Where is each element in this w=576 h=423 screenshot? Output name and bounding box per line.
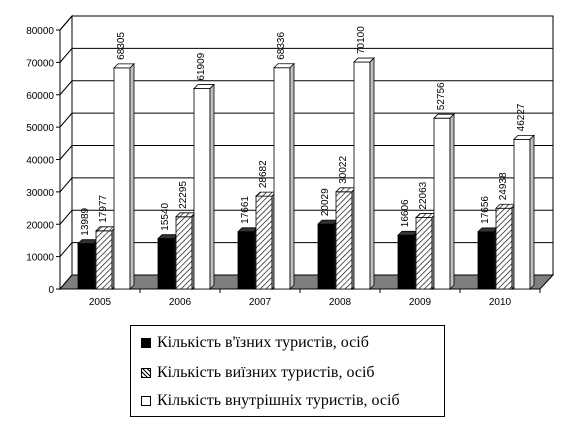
y-tick-label: 50000	[26, 123, 54, 134]
data-label: 68336	[276, 32, 287, 60]
legend-item-domestic: Кількість внутрішніх туристів, осіб	[141, 390, 400, 412]
data-label: 70100	[356, 26, 367, 54]
bar-arrivals	[317, 219, 339, 290]
bar-arrivals-front	[477, 231, 495, 290]
bar-domestic-front	[513, 138, 531, 290]
bar-arrivals	[157, 233, 179, 290]
x-tick-label: 2005	[89, 297, 112, 308]
gridlines	[59, 15, 553, 257]
bar-domestic-front	[273, 67, 291, 290]
data-label: 24938	[498, 172, 509, 200]
data-label: 28682	[258, 160, 269, 188]
bars	[77, 57, 535, 290]
y-tick-label: 10000	[26, 253, 54, 264]
data-label: 17656	[480, 196, 491, 224]
bar-departures	[255, 191, 277, 290]
bar-departures-front	[415, 217, 433, 290]
y-tick-label: 70000	[26, 58, 54, 69]
bar-arrivals	[397, 230, 419, 290]
data-label: 52756	[436, 82, 447, 110]
legend-swatch-black	[141, 338, 151, 348]
legend-label: Кількість в'їзних туристів, осіб	[157, 334, 369, 351]
gridline	[59, 80, 553, 96]
bar-departures	[175, 211, 197, 290]
bar-domestic	[273, 62, 295, 290]
bar-departures-front	[175, 216, 193, 290]
bar-arrivals	[237, 226, 259, 290]
data-label: 61909	[196, 52, 207, 80]
bar-domestic-side	[529, 134, 535, 290]
bar-arrivals	[77, 238, 99, 290]
data-label: 15540	[160, 202, 171, 230]
data-label: 46227	[516, 103, 527, 131]
bar-arrivals-front	[237, 231, 255, 290]
data-label: 22295	[178, 181, 189, 209]
bar-departures	[95, 225, 117, 290]
bar-chart: 0 10000 20000 30000 40000 50000 60000 70000 8000…	[26, 14, 555, 308]
bar-domestic-front	[433, 117, 451, 290]
legend-item-arrivals: Кількість в'їзних туристів, осіб	[141, 332, 369, 354]
x-tick-label: 2008	[329, 297, 352, 308]
legend: Кількість в'їзних туристів, осіб Кількіс…	[130, 325, 445, 417]
bar-arrivals	[477, 226, 499, 290]
y-tick-label: 60000	[26, 91, 54, 102]
data-label: 13989	[80, 207, 91, 235]
y-tick-label: 40000	[26, 156, 54, 167]
bar-arrivals-front	[77, 243, 95, 290]
bar-departures	[335, 186, 357, 290]
bar-domestic-side	[289, 62, 295, 290]
bar-departures-front	[335, 191, 353, 290]
data-labels: 13989 17977 68305 15540 22295 61909 17661 28682…	[80, 26, 527, 236]
bar-domestic	[513, 134, 535, 290]
x-tick-label: 2010	[489, 297, 512, 308]
bar-departures-front	[495, 207, 513, 290]
data-label: 68305	[116, 32, 127, 60]
bar-domestic-side	[449, 113, 455, 290]
legend-swatch-white	[141, 396, 151, 406]
bar-domestic-front	[353, 61, 371, 290]
y-tick-label: 30000	[26, 188, 54, 199]
bar-domestic	[433, 113, 455, 290]
data-label: 22063	[418, 181, 429, 209]
x-tick-label: 2007	[249, 297, 272, 308]
gridline	[59, 145, 553, 160]
y-tick-label: 20000	[26, 220, 54, 231]
bar-arrivals-front	[157, 238, 175, 290]
legend-item-departures: Кількість виїзних туристів, осіб	[141, 362, 375, 384]
gridline	[59, 112, 553, 128]
bar-arrivals-front	[317, 223, 335, 290]
x-tick-label: 2009	[409, 297, 432, 308]
x-tick-label: 2006	[169, 297, 192, 308]
gridline	[59, 47, 553, 63]
gridline	[59, 242, 553, 257]
bar-domestic-side	[369, 57, 375, 290]
bar-domestic	[193, 83, 215, 290]
bar-departures-front	[95, 230, 113, 290]
bar-domestic	[353, 57, 375, 290]
data-label: 30022	[338, 156, 349, 184]
gridline	[59, 177, 553, 193]
bar-domestic-front	[193, 88, 211, 290]
bar-departures	[495, 203, 517, 290]
data-label: 20029	[320, 188, 331, 216]
data-label: 17977	[98, 195, 109, 223]
data-label: 17661	[240, 196, 251, 224]
legend-label: Кількість виїзних туристів, осіб	[157, 364, 375, 381]
y-tick-label: 80000	[26, 26, 54, 37]
bar-departures	[415, 212, 437, 290]
bar-domestic-front	[113, 67, 131, 290]
y-axis-ticks: 0 10000 20000 30000 40000 50000 60000 70000 8000…	[26, 26, 61, 296]
gridline	[59, 209, 553, 225]
x-axis-ticks: 2005 2006 2007 2008 2009 2010	[60, 288, 541, 308]
gridline	[59, 15, 553, 31]
y-tick-label: 0	[48, 285, 54, 296]
legend-label: Кількість внутрішніх туристів, осіб	[157, 392, 400, 409]
legend-swatch-hatched	[141, 368, 151, 378]
bar-domestic-side	[209, 83, 215, 290]
bar-domestic-side	[129, 62, 135, 290]
bar-arrivals-front	[397, 234, 415, 290]
bar-departures-front	[255, 195, 273, 290]
bar-domestic	[113, 62, 135, 290]
data-label: 16606	[400, 199, 411, 227]
